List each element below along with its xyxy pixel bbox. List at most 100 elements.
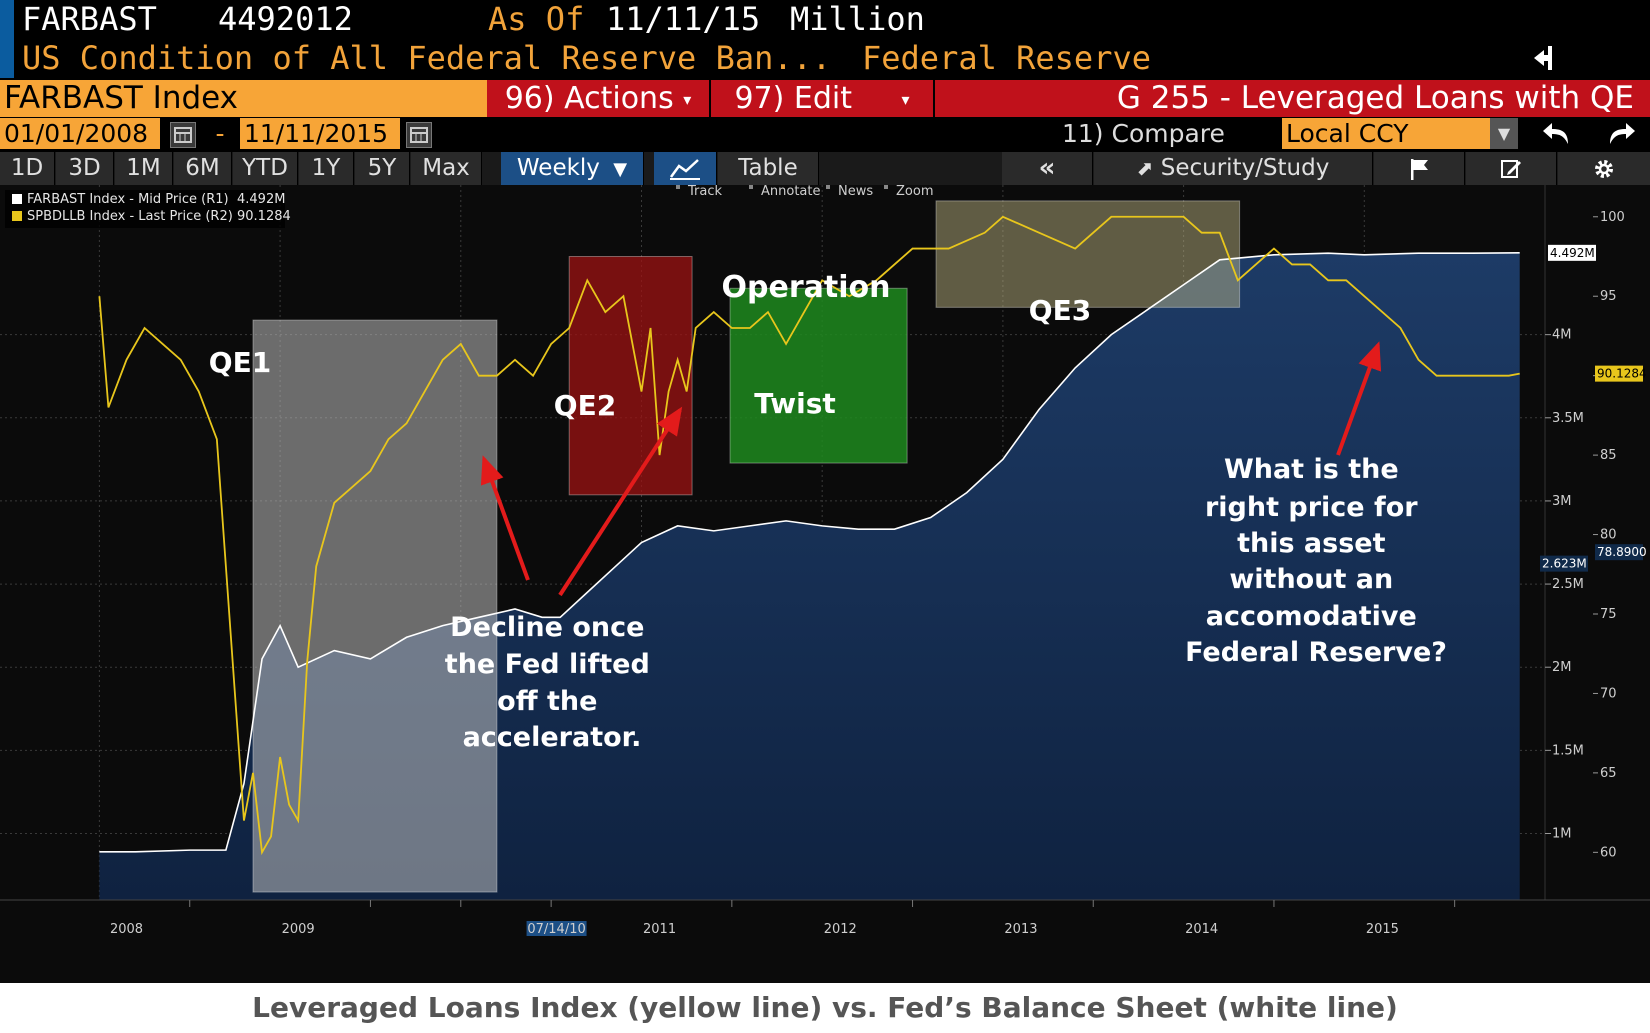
arrow-to-dip [480,455,530,581]
chevron-down-icon: ▾ [901,90,910,109]
unit-label: Million [790,0,925,38]
actions-button[interactable]: 96) Actions ▾ [487,80,709,117]
security-study-button[interactable]: ⬈ Security/Study [1094,152,1373,185]
qe-box-1 [252,319,498,893]
legend-background [5,190,285,228]
tab-1y[interactable]: 1Y [299,152,354,185]
chart-area[interactable]: QE1 QE2 Operation Twist QE3 Decline once… [0,185,1650,983]
r1-last-badge: 4.492M [1550,246,1595,260]
actions-button-label: 96) Actions [504,81,674,116]
tab-5y[interactable]: 5Y [355,152,410,185]
r2-tick-label: 65 [1600,766,1617,781]
arrow-to-qe2-end [558,406,683,597]
r1-axis: 1M 1.5M 2M 2.5M 3M 3.5M 4M 4.492M 2.623M [1540,244,1596,841]
legend-swatch [12,194,22,204]
qe3-label: QE3 [1029,294,1091,327]
r1-mid-badge-bg [1540,555,1588,572]
r2-tick-label: 95 [1600,289,1617,304]
qe-box-4 [935,200,1241,308]
description-accent-bar [0,38,14,78]
x-tick-label: 2015 [1366,922,1399,937]
tab-1d[interactable]: 1D [0,152,55,185]
undo-icon[interactable] [1540,120,1580,148]
right-axis-panel [1545,185,1650,900]
operation-label: Operation [722,270,891,305]
x-tick-label: 2009 [282,922,315,937]
series-line-spbdllb [98,215,1520,856]
arrow-to-current [1336,341,1382,456]
tool-icon [749,185,753,189]
compare-label[interactable]: 11) Compare [1062,119,1225,148]
tool-track[interactable]: Track [687,185,722,199]
x-tick-label: 07/14/10 [527,922,585,937]
header-accent-bar [0,0,14,38]
security-field[interactable]: FARBAST Index [0,80,488,117]
tool-icon [826,185,830,189]
question-annotation: What is the right price for this asset w… [1185,454,1447,668]
frequency-label: Weekly [516,155,600,181]
ticker-value: 4492012 [218,0,353,38]
r1-tick-label: 4M [1552,328,1572,343]
chevron-down-icon[interactable]: ▼ [1490,118,1518,149]
currency-select[interactable]: Local CCY [1282,118,1490,149]
qe-box-2 [568,256,693,496]
calendar-icon[interactable] [170,122,196,148]
tab-max[interactable]: Max [411,152,482,185]
calendar-icon[interactable] [406,122,432,148]
r2-tick-label: 75 [1600,607,1617,622]
r1-tick-label: 3M [1552,494,1572,509]
edit-note-icon[interactable] [1466,152,1557,185]
tab-ytd[interactable]: YTD [233,152,298,185]
tool-icon [884,185,888,189]
terminal-screen: FARBAST 4492012 As Of 11/11/15 Million U… [0,0,1650,983]
chevron-down-icon: ▾ [683,90,692,109]
x-tick-highlight [526,921,587,936]
frequency-select[interactable]: Weekly ▼ [501,152,644,185]
qe-boxes [252,200,1241,893]
tool-annotate[interactable]: Annotate [761,185,820,199]
as-of-date: 11/11/15 [606,0,761,38]
redo-icon[interactable] [1598,120,1638,148]
r2-tick-label: 100 [1600,210,1625,225]
legend-swatch [12,211,22,221]
tool-zoom[interactable]: Zoom [896,185,933,199]
table-tab[interactable]: Table [718,152,819,185]
r1-tick-label: 3.5M [1552,411,1584,426]
twist-label: Twist [754,387,836,420]
annotation-arrows [480,341,1382,597]
r2-tick-label: 60 [1600,845,1617,860]
gear-icon[interactable] [1558,152,1650,185]
r2-last-badge: 90.1284 [1597,367,1647,381]
legend-label: FARBAST Index - Mid Price (R1) [27,192,229,207]
period-tabs-row: 1D 3D 1M 6M YTD 1Y 5Y Max Weekly ▼ Table « ⬈ Se… [0,152,1650,185]
line-chart-icon[interactable] [654,152,717,185]
tool-icon [676,185,680,189]
x-tick-label: 2012 [824,922,857,937]
qe-box-3 [729,287,908,464]
flag-icon[interactable] [1374,152,1465,185]
end-date-field[interactable]: 11/11/2015 [240,118,400,149]
r1-mid-badge: 2.623M [1542,557,1587,571]
legend-value: 4.492M [237,192,285,207]
export-icon[interactable] [1532,42,1560,72]
source-text: Federal Reserve [862,39,1151,77]
x-tick-label: 2011 [643,922,676,937]
x-axis: 2008 2009 07/14/10 2011 2012 2013 2014 2015 [110,900,1456,937]
tab-6m[interactable]: 6M [174,152,232,185]
start-date-field[interactable]: 01/01/2008 [0,118,160,149]
decline-annotation: Decline once the Fed lifted off the acce… [445,612,659,753]
edit-button[interactable]: 97) Edit ▾ [711,80,933,117]
tool-news[interactable]: News [838,185,873,199]
x-tick-label: 2014 [1185,922,1218,937]
r1-tick-label: 1.5M [1552,743,1584,758]
r1-tick-label: 2.5M [1552,577,1584,592]
x-tick-label: 2013 [1004,922,1037,937]
chart-legend: FARBAST Index - Mid Price (R1) 4.492M SPBD… [5,190,291,228]
r2-tick-label: 80 [1600,528,1617,543]
x-axis-panel [0,900,1650,983]
r2-mid-badge: 78.8900 [1597,545,1647,559]
x-tick-label: 2008 [110,922,143,937]
collapse-icon[interactable]: « [1002,152,1093,185]
tab-3d[interactable]: 3D [56,152,114,185]
tab-1m[interactable]: 1M [115,152,173,185]
